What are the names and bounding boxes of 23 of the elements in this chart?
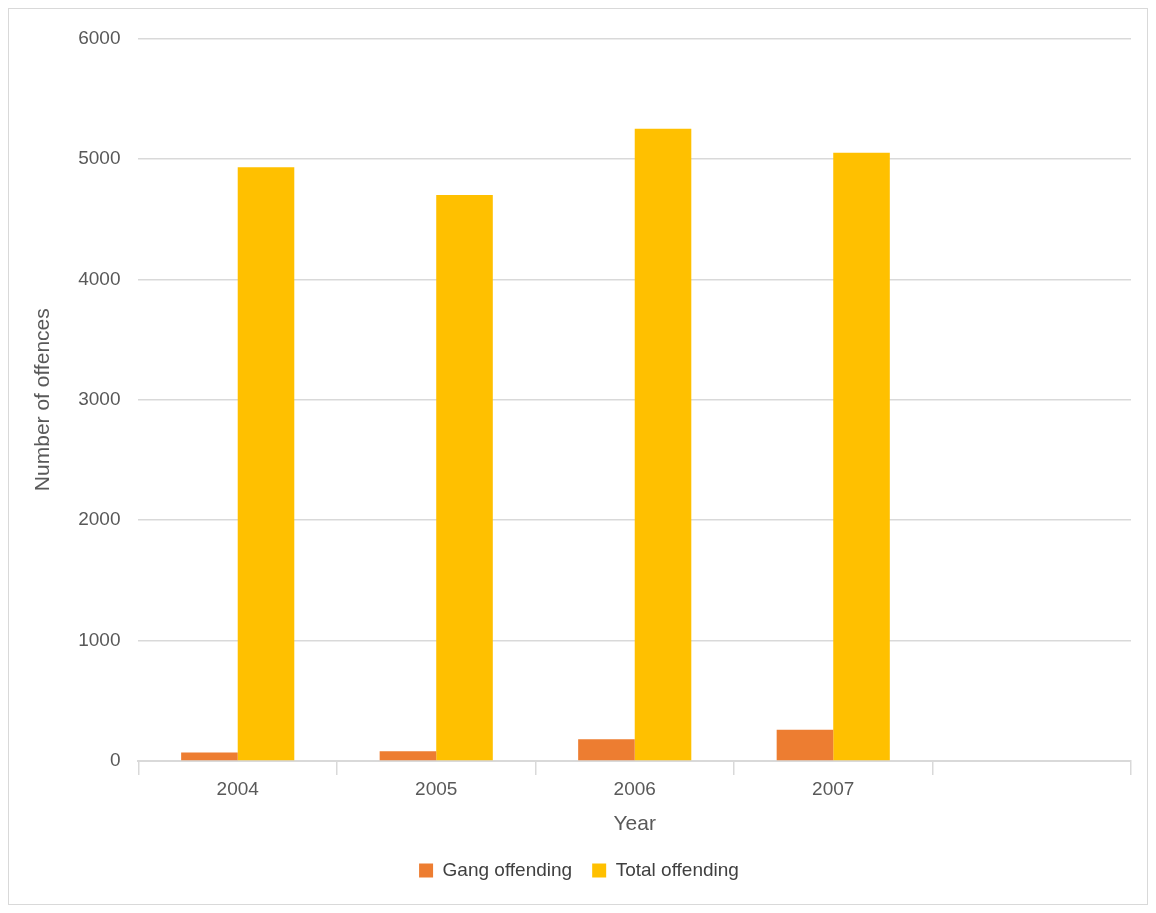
y-tick-label: 1000 xyxy=(78,628,121,650)
x-tick-label: 2005 xyxy=(415,777,458,799)
x-tick-label: 2007 xyxy=(812,777,855,799)
y-tick-label: 6000 xyxy=(78,26,121,48)
y-tick-label: 5000 xyxy=(78,147,121,169)
legend-label: Total offending xyxy=(615,858,739,880)
y-tick-label: 0 xyxy=(109,749,121,771)
bar xyxy=(776,729,834,761)
bar xyxy=(578,739,635,761)
bar xyxy=(436,194,493,761)
x-tick-label: 2004 xyxy=(216,777,260,799)
bar xyxy=(379,751,437,761)
bar xyxy=(634,128,692,761)
x-tick-label: 2006 xyxy=(613,777,656,799)
x-axis-title: Year xyxy=(613,811,656,835)
legend-label: Gang offending xyxy=(442,858,573,880)
y-axis-title: Number of offences xyxy=(30,308,54,492)
y-tick-label: 2000 xyxy=(78,508,121,530)
bar xyxy=(237,167,295,761)
bar xyxy=(181,752,238,761)
y-tick-label: 3000 xyxy=(78,387,121,409)
y-tick-label: 4000 xyxy=(78,267,121,289)
bar xyxy=(833,152,890,761)
